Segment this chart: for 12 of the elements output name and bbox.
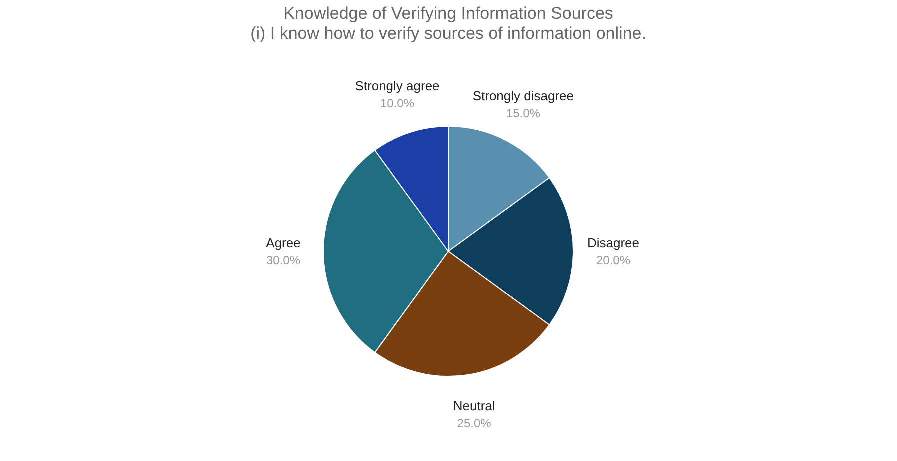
slice-label: Strongly disagree <box>472 88 574 104</box>
slice-label: Agree <box>266 236 301 250</box>
data-label: 20.0% <box>596 254 631 268</box>
data-label: 30.0% <box>266 254 301 268</box>
data-label: 25.0% <box>457 416 492 430</box>
slice-label: Neutral <box>453 398 496 414</box>
slice-label: Disagree <box>587 236 640 250</box>
slice-label: Strongly agree <box>355 78 440 94</box>
data-label: 15.0% <box>506 106 541 120</box>
chart-subtitle: (i) I know how to verify sources of information online. <box>250 24 646 43</box>
data-label: 10.0% <box>380 96 415 111</box>
chart-title: Knowledge of Verifying Information Sources <box>284 4 614 23</box>
